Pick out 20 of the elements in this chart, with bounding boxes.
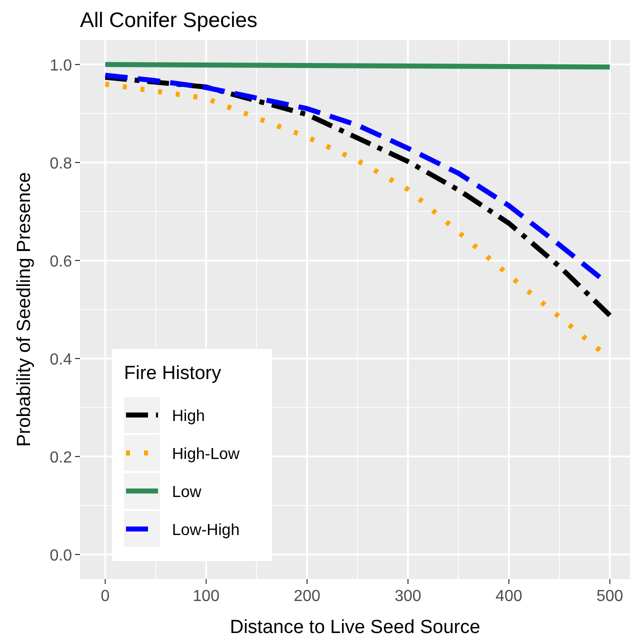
y-tick-label: 0.6 [50,254,72,270]
x-tick-label: 0 [100,588,110,605]
y-tick-label: 0.2 [50,450,72,466]
legend-label: Low [172,484,202,501]
legend-label: Low-High [172,522,240,539]
x-tick-label: 500 [596,588,624,605]
y-tick-label: 0.0 [50,548,72,564]
y-axis-title: Probability of Seedling Presence [14,172,35,447]
y-tick-label: 1.0 [50,58,72,74]
x-tick-label: 400 [496,588,522,605]
legend-label: High [172,408,205,425]
legend-title: Fire History [124,363,222,384]
x-tick-label: 300 [394,588,422,605]
y-tick-label: 0.8 [50,156,72,172]
y-tick-label: 0.4 [50,352,72,368]
x-tick-label: 100 [192,588,220,605]
x-tick-label: 200 [294,588,321,605]
chart-title: All Conifer Species [80,9,258,32]
x-axis-title: Distance to Live Seed Source [230,617,480,638]
legend-label: High-Low [172,446,240,463]
